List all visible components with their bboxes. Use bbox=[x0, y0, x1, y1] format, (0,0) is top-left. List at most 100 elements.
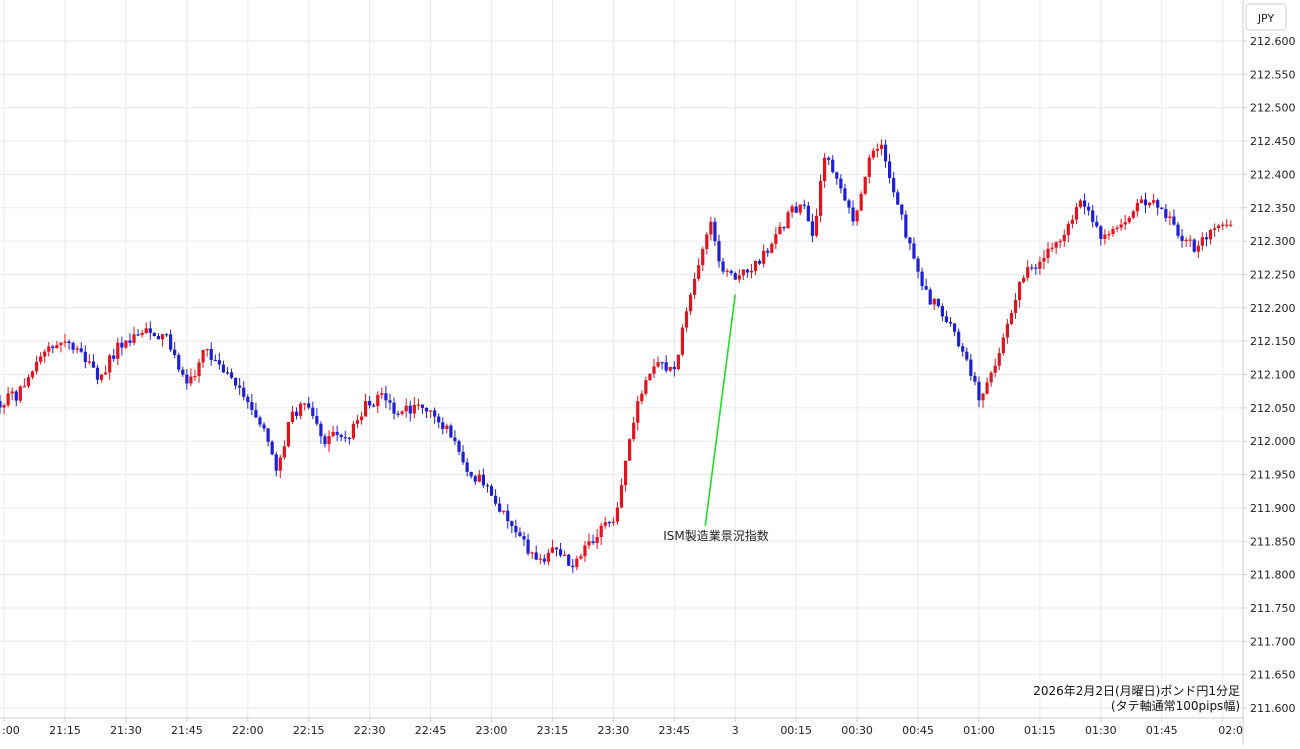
candle-body bbox=[693, 278, 697, 295]
x-tick-label: 23:15 bbox=[537, 724, 569, 737]
x-tick-label: 21:15 bbox=[49, 724, 81, 737]
candle-body bbox=[1091, 210, 1095, 222]
candle-body bbox=[10, 391, 14, 394]
candle-body bbox=[538, 558, 542, 560]
candle-body bbox=[43, 351, 47, 357]
candle-body bbox=[717, 241, 721, 262]
candle-body bbox=[778, 226, 782, 235]
candle-body bbox=[465, 462, 469, 472]
x-tick-label: 23:30 bbox=[598, 724, 630, 737]
candle-body bbox=[794, 206, 798, 213]
candle-body bbox=[985, 382, 989, 394]
candle-body bbox=[997, 353, 1001, 366]
candle-body bbox=[112, 355, 116, 359]
candle-body bbox=[104, 372, 108, 375]
candle-body bbox=[713, 221, 717, 242]
candle-body bbox=[1042, 257, 1046, 262]
candle-body bbox=[587, 541, 591, 546]
candle-body bbox=[140, 332, 144, 335]
candle-body bbox=[234, 377, 238, 386]
candle-body bbox=[912, 243, 916, 259]
candle-body bbox=[22, 386, 26, 388]
candle-body bbox=[1111, 229, 1115, 235]
candle-body bbox=[1009, 312, 1014, 324]
x-axis-ticks: :00 21:15 21:30 21:45 22:00 22:15 22:30 22:45 23… bbox=[2, 718, 1243, 737]
candle-body bbox=[1070, 219, 1074, 224]
candle-body bbox=[408, 405, 412, 414]
candle-body bbox=[47, 346, 51, 352]
candle-body bbox=[400, 411, 404, 414]
candle-body bbox=[579, 556, 583, 559]
candle-body bbox=[185, 374, 189, 384]
candle-body bbox=[177, 355, 181, 370]
candle-body bbox=[95, 367, 100, 380]
candle-body bbox=[250, 402, 254, 411]
candle-body bbox=[871, 150, 875, 158]
candle-body bbox=[380, 393, 384, 395]
candle-body bbox=[668, 366, 672, 371]
candle-body bbox=[59, 342, 63, 345]
candle-body bbox=[729, 270, 733, 274]
candle-body bbox=[71, 343, 75, 350]
y-tick-label: 212.300 bbox=[1250, 235, 1296, 248]
candle-body bbox=[530, 552, 534, 554]
candle-body bbox=[315, 416, 319, 424]
candle-body bbox=[1095, 221, 1099, 227]
candle-body bbox=[242, 387, 246, 397]
candle-body bbox=[396, 413, 400, 415]
candle-body bbox=[136, 334, 140, 336]
candle-body bbox=[510, 521, 514, 527]
y-tick-label: 211.950 bbox=[1250, 469, 1296, 482]
candle-body bbox=[359, 416, 364, 421]
candle-body bbox=[55, 344, 59, 349]
candle-body bbox=[1050, 247, 1054, 249]
candle-body bbox=[489, 486, 494, 496]
candle-body bbox=[1082, 200, 1087, 207]
candle-body bbox=[120, 342, 124, 348]
candle-body bbox=[1176, 224, 1180, 236]
candle-body bbox=[506, 510, 510, 522]
candle-body bbox=[636, 401, 640, 423]
x-tick-label: 22:45 bbox=[415, 724, 447, 737]
candle-body bbox=[1204, 237, 1209, 240]
candle-body bbox=[83, 351, 87, 363]
candle-body bbox=[1143, 199, 1148, 206]
candle-body bbox=[75, 348, 79, 350]
candle-body bbox=[1221, 224, 1225, 226]
candle-body bbox=[246, 396, 250, 403]
candle-body bbox=[989, 372, 993, 383]
candle-body bbox=[1119, 224, 1123, 228]
candle-body bbox=[875, 148, 880, 151]
candle-body bbox=[567, 554, 571, 566]
candle-body bbox=[1107, 234, 1111, 236]
candle-body bbox=[823, 157, 827, 181]
candle-body bbox=[319, 423, 323, 437]
candle-body bbox=[749, 270, 754, 273]
y-tick-label: 211.650 bbox=[1250, 669, 1296, 682]
candle-body bbox=[388, 400, 392, 403]
y-tick-label: 212.550 bbox=[1250, 68, 1296, 81]
candle-body bbox=[1164, 209, 1168, 219]
candle-body bbox=[1046, 248, 1050, 258]
candle-body bbox=[867, 157, 871, 177]
candle-body bbox=[63, 341, 67, 343]
candle-body bbox=[128, 340, 132, 343]
annotation-line bbox=[704, 294, 737, 527]
candle-body bbox=[619, 485, 624, 508]
candle-body bbox=[26, 377, 31, 387]
candle-body bbox=[863, 176, 867, 194]
candle-body bbox=[648, 373, 652, 381]
candle-body bbox=[124, 340, 128, 348]
caption-line-1: 2026年2月2日(月曜日)ポンド円1分足 bbox=[1033, 684, 1240, 698]
candle-body bbox=[1066, 223, 1070, 235]
candle-body bbox=[173, 349, 177, 356]
candle-body bbox=[806, 205, 810, 222]
candle-body bbox=[1200, 237, 1204, 246]
candle-body bbox=[948, 321, 953, 324]
candle-body bbox=[294, 411, 299, 416]
candle-body bbox=[571, 565, 575, 568]
candle-body bbox=[420, 404, 425, 408]
candle-body bbox=[790, 206, 794, 213]
candle-body bbox=[672, 366, 676, 370]
